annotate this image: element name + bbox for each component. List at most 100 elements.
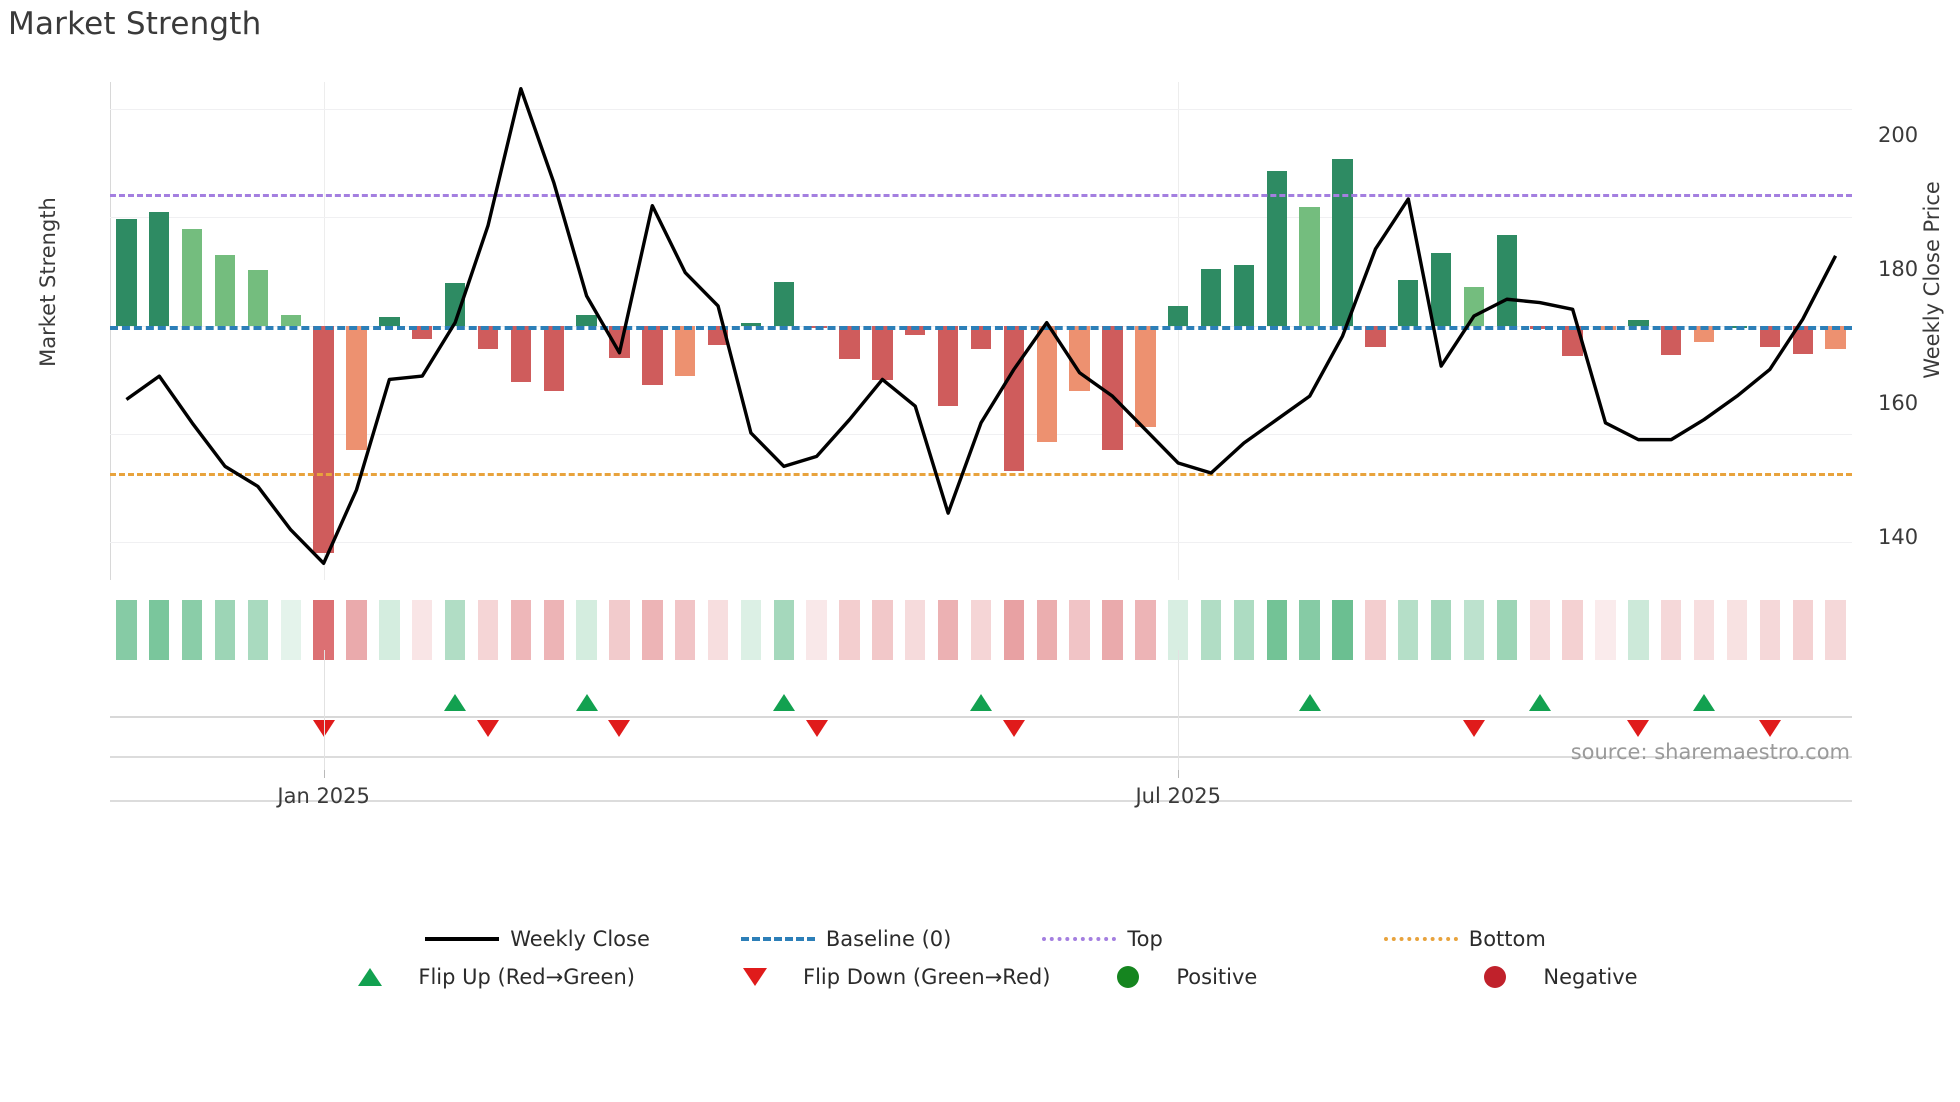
heatmap-cell[interactable] bbox=[1726, 600, 1748, 660]
strength-bar[interactable] bbox=[674, 325, 696, 377]
heatmap-cell[interactable] bbox=[1529, 600, 1550, 660]
heatmap-cell[interactable] bbox=[1759, 600, 1781, 660]
heatmap-cell[interactable] bbox=[1365, 600, 1386, 660]
heatmap-cell[interactable] bbox=[543, 600, 564, 660]
heatmap-cell[interactable] bbox=[1003, 600, 1025, 660]
heatmap-cell[interactable] bbox=[642, 600, 663, 660]
heatmap-cell[interactable] bbox=[740, 600, 762, 660]
strength-bar[interactable] bbox=[1825, 325, 1846, 350]
strength-bar[interactable] bbox=[1069, 325, 1090, 391]
heatmap-cell[interactable] bbox=[412, 600, 433, 660]
flip-down-marker[interactable] bbox=[608, 720, 631, 737]
strength-bar[interactable] bbox=[280, 314, 301, 326]
heatmap-cell[interactable] bbox=[1661, 600, 1682, 660]
strength-bar[interactable] bbox=[379, 316, 400, 326]
heatmap-cell[interactable] bbox=[609, 600, 630, 660]
strength-bar[interactable] bbox=[313, 325, 334, 553]
strength-bar[interactable] bbox=[1200, 269, 1222, 326]
strength-bar[interactable] bbox=[510, 325, 532, 382]
strength-bar[interactable] bbox=[116, 219, 137, 326]
heatmap-cell[interactable] bbox=[1562, 600, 1583, 660]
flip-down-marker[interactable] bbox=[1002, 720, 1025, 737]
flip-down-marker[interactable] bbox=[476, 720, 499, 737]
heatmap-cell[interactable] bbox=[1595, 600, 1616, 660]
flip-down-marker[interactable] bbox=[1627, 720, 1650, 737]
heatmap-cell[interactable] bbox=[346, 600, 367, 660]
strength-bar[interactable] bbox=[1036, 325, 1057, 443]
heatmap-cell[interactable] bbox=[247, 600, 269, 660]
legend-item-bottom[interactable]: Bottom bbox=[1373, 927, 1546, 951]
strength-bar[interactable] bbox=[1365, 325, 1386, 348]
heatmap-cell[interactable] bbox=[280, 600, 301, 660]
heatmap-cell[interactable] bbox=[1266, 600, 1287, 660]
strength-bar[interactable] bbox=[346, 325, 367, 451]
heatmap-cell[interactable] bbox=[773, 600, 794, 660]
heatmap-cell[interactable] bbox=[116, 600, 137, 660]
heatmap-cell[interactable] bbox=[313, 600, 334, 660]
flip-down-marker[interactable] bbox=[1463, 720, 1486, 737]
heatmap-cell[interactable] bbox=[1036, 600, 1057, 660]
legend-item-flip-down[interactable]: Flip Down (Green→Red) bbox=[707, 965, 1050, 989]
heatmap-cell[interactable] bbox=[1200, 600, 1222, 660]
heatmap-cell[interactable] bbox=[1496, 600, 1518, 660]
heatmap-cell[interactable] bbox=[379, 600, 400, 660]
flip-up-marker[interactable] bbox=[444, 694, 467, 711]
legend-item-baseline[interactable]: Baseline (0) bbox=[730, 927, 951, 951]
heatmap-cell[interactable] bbox=[181, 600, 203, 660]
heatmap-cell[interactable] bbox=[510, 600, 532, 660]
strength-bar[interactable] bbox=[1135, 325, 1156, 428]
strength-bar[interactable] bbox=[1299, 206, 1320, 326]
heatmap-cell[interactable] bbox=[1825, 600, 1846, 660]
heatmap-cell[interactable] bbox=[839, 600, 860, 660]
legend-item-negative[interactable]: Negative bbox=[1447, 965, 1638, 989]
strength-bar[interactable] bbox=[477, 325, 499, 350]
strength-bar[interactable] bbox=[773, 282, 794, 326]
heatmap-cell[interactable] bbox=[872, 600, 893, 660]
strength-bar[interactable] bbox=[1398, 280, 1419, 326]
strength-bar[interactable] bbox=[642, 325, 663, 386]
heatmap-cell[interactable] bbox=[444, 600, 466, 660]
strength-bar[interactable] bbox=[1628, 320, 1649, 326]
strength-bar[interactable] bbox=[181, 229, 203, 326]
heatmap-cell[interactable] bbox=[1463, 600, 1485, 660]
flip-down-marker[interactable] bbox=[805, 720, 828, 737]
strength-bar[interactable] bbox=[214, 255, 236, 326]
strength-bar[interactable] bbox=[937, 325, 959, 406]
strength-bar[interactable] bbox=[1168, 306, 1189, 326]
strength-bar[interactable] bbox=[872, 325, 893, 380]
flip-down-marker[interactable] bbox=[1758, 720, 1781, 737]
strength-bar[interactable] bbox=[740, 323, 762, 326]
heatmap-cell[interactable] bbox=[1332, 600, 1353, 660]
heatmap-cell[interactable] bbox=[1628, 600, 1649, 660]
heatmap-cell[interactable] bbox=[1069, 600, 1090, 660]
strength-bar[interactable] bbox=[1759, 325, 1781, 348]
strength-bar[interactable] bbox=[543, 325, 564, 391]
strength-bar[interactable] bbox=[1102, 325, 1123, 451]
strength-bar[interactable] bbox=[576, 314, 597, 326]
strength-bar[interactable] bbox=[1266, 170, 1287, 326]
flip-up-marker[interactable] bbox=[772, 694, 795, 711]
heatmap-cell[interactable] bbox=[674, 600, 696, 660]
flip-up-marker[interactable] bbox=[575, 694, 598, 711]
strength-bar[interactable] bbox=[1562, 325, 1583, 356]
strength-bar[interactable] bbox=[1463, 286, 1485, 326]
heatmap-cell[interactable] bbox=[707, 600, 729, 660]
strength-bar[interactable] bbox=[1792, 325, 1813, 354]
heatmap-cell[interactable] bbox=[576, 600, 597, 660]
heatmap-cell[interactable] bbox=[1792, 600, 1813, 660]
heatmap-cell[interactable] bbox=[970, 600, 992, 660]
heatmap-cell[interactable] bbox=[1299, 600, 1320, 660]
legend-item-top[interactable]: Top bbox=[1031, 927, 1163, 951]
legend-item-weekly-close[interactable]: Weekly Close bbox=[414, 927, 650, 951]
heatmap-cell[interactable] bbox=[1430, 600, 1452, 660]
strength-bar[interactable] bbox=[1693, 325, 1715, 342]
heatmap-cell[interactable] bbox=[1398, 600, 1419, 660]
heatmap-cell[interactable] bbox=[806, 600, 827, 660]
heatmap-cell[interactable] bbox=[477, 600, 499, 660]
strength-bar[interactable] bbox=[1332, 158, 1353, 326]
heatmap-cell[interactable] bbox=[937, 600, 959, 660]
legend-item-flip-up[interactable]: Flip Up (Red→Green) bbox=[322, 965, 635, 989]
flip-up-marker[interactable] bbox=[1528, 694, 1551, 711]
strength-bar[interactable] bbox=[1430, 253, 1452, 326]
heatmap-cell[interactable] bbox=[1168, 600, 1189, 660]
